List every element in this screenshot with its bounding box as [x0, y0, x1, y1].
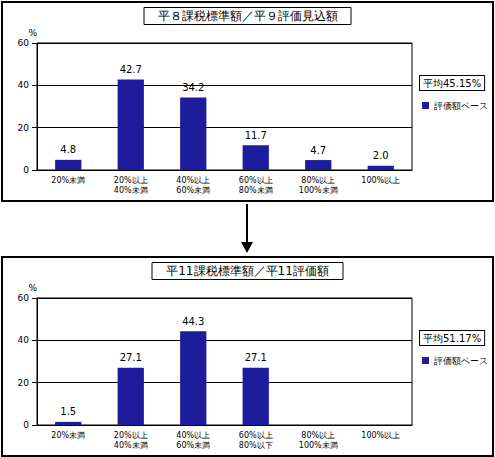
- svg-text:平均45.15%: 平均45.15%: [423, 78, 481, 89]
- svg-text:80%以上: 80%以上: [301, 431, 335, 440]
- svg-text:評価額ベース: 評価額ベース: [434, 101, 488, 111]
- svg-text:20%未満: 20%未満: [51, 431, 85, 440]
- svg-text:34.2: 34.2: [182, 82, 204, 93]
- svg-text:20: 20: [18, 378, 30, 388]
- svg-text:80%以下: 80%以下: [239, 441, 273, 450]
- svg-text:40%未満: 40%未満: [114, 441, 148, 450]
- svg-text:平８課税標準額／平９評価見込額: 平８課税標準額／平９評価見込額: [158, 9, 338, 23]
- svg-text:0: 0: [23, 420, 29, 430]
- svg-text:100%未満: 100%未満: [299, 186, 338, 195]
- svg-text:40%未満: 40%未満: [114, 186, 148, 195]
- svg-text:4.7: 4.7: [310, 145, 326, 156]
- svg-text:60: 60: [18, 293, 30, 303]
- svg-text:20%以上: 20%以上: [114, 176, 148, 185]
- svg-text:11.7: 11.7: [245, 130, 267, 141]
- svg-text:100%以上: 100%以上: [361, 176, 400, 185]
- svg-text:0: 0: [23, 165, 29, 175]
- svg-text:20%以上: 20%以上: [114, 431, 148, 440]
- svg-text:平11課税標準額／平11評価額: 平11課税標準額／平11評価額: [166, 264, 329, 278]
- svg-text:40%以上: 40%以上: [176, 431, 210, 440]
- svg-text:60%未満: 60%未満: [176, 441, 210, 450]
- svg-text:評価額ベース: 評価額ベース: [434, 356, 488, 366]
- svg-text:100%以上: 100%以上: [361, 431, 400, 440]
- svg-text:%: %: [28, 283, 37, 293]
- svg-text:%: %: [28, 28, 37, 38]
- svg-text:20%未満: 20%未満: [51, 176, 85, 185]
- svg-text:40: 40: [18, 80, 30, 90]
- svg-text:27.1: 27.1: [245, 352, 267, 363]
- svg-text:40: 40: [18, 335, 30, 345]
- svg-text:1.5: 1.5: [60, 406, 76, 417]
- svg-text:27.1: 27.1: [120, 352, 142, 363]
- svg-text:60%以上: 60%以上: [239, 176, 273, 185]
- svg-text:平均51.17%: 平均51.17%: [423, 333, 481, 344]
- svg-text:4.8: 4.8: [60, 144, 76, 155]
- svg-text:100%未満: 100%未満: [299, 441, 338, 450]
- svg-text:60%以上: 60%以上: [239, 431, 273, 440]
- svg-text:40%以上: 40%以上: [176, 176, 210, 185]
- svg-text:60: 60: [18, 38, 30, 48]
- svg-text:44.3: 44.3: [182, 316, 204, 327]
- svg-text:80%未満: 80%未満: [239, 186, 273, 195]
- svg-text:80%以上: 80%以上: [301, 176, 335, 185]
- svg-text:20: 20: [18, 123, 30, 133]
- svg-text:42.7: 42.7: [120, 64, 142, 75]
- svg-text:2.0: 2.0: [373, 150, 389, 161]
- svg-text:60%未満: 60%未満: [176, 186, 210, 195]
